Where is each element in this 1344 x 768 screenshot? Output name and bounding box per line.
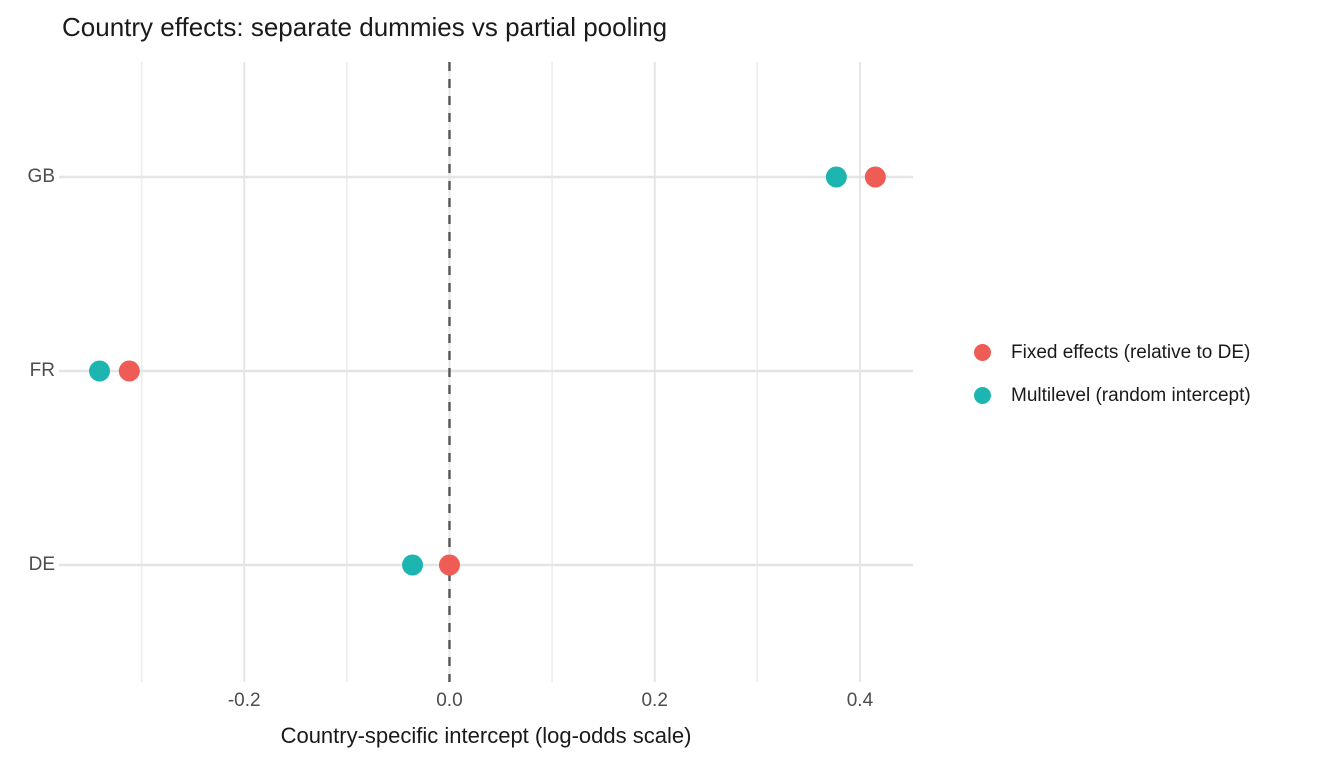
- data-point-multilevel-de: [402, 554, 424, 576]
- data-point-fixed-effects-gb: [864, 166, 886, 188]
- data-point-multilevel-fr: [89, 360, 111, 382]
- data-point-fixed-effects-fr: [118, 360, 140, 382]
- y-tick-label-gb: GB: [27, 166, 55, 187]
- legend-item-multilevel: Multilevel (random intercept): [972, 381, 1251, 410]
- x-axis-title: Country-specific intercept (log-odds sca…: [280, 723, 692, 748]
- y-axis-labels: GB FR DE: [0, 0, 55, 768]
- x-tick-label: 0.0: [436, 690, 463, 711]
- data-point-fixed-effects-de: [438, 554, 460, 576]
- plot-area: [59, 62, 913, 682]
- chart-title: Country effects: separate dummies vs par…: [62, 12, 668, 42]
- data-point-multilevel-gb: [825, 166, 847, 188]
- y-tick-label-de: DE: [28, 554, 55, 575]
- legend-label-multilevel: Multilevel (random intercept): [1011, 384, 1251, 406]
- legend-item-fixed-effects: Fixed effects (relative to DE): [972, 338, 1251, 367]
- legend: Fixed effects (relative to DE) Multileve…: [972, 338, 1251, 410]
- y-tick-label-fr: FR: [29, 360, 55, 381]
- legend-key-fixed-effects-dot: [974, 344, 991, 361]
- x-axis-labels: -0.2 0.0 0.2 0.4: [0, 690, 1344, 714]
- x-tick-label: -0.2: [227, 690, 261, 711]
- x-tick-label: 0.4: [846, 690, 874, 711]
- x-tick-label: 0.2: [641, 690, 668, 711]
- legend-label-fixed-effects: Fixed effects (relative to DE): [1011, 341, 1251, 363]
- legend-key-multilevel-dot: [974, 387, 991, 404]
